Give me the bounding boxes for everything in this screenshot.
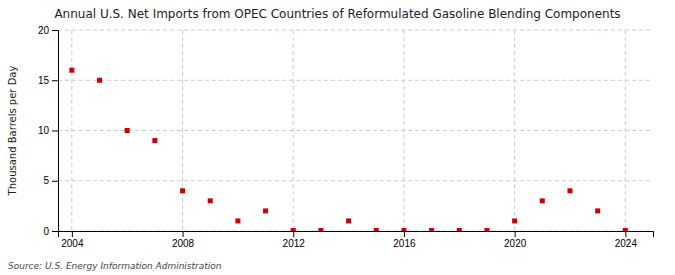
tick-label: 2008 (172, 238, 195, 249)
point (125, 128, 130, 133)
x-axis: 2004 2008 2012 2016 2020 2024 (59, 231, 654, 249)
y-grid-line (58, 130, 653, 131)
tick-mark (52, 231, 58, 232)
title: Annual U.S. Net Imports from OPEC Countr… (54, 7, 620, 21)
tick-mark (52, 80, 58, 81)
point (235, 218, 240, 223)
tick-label: 2004 (61, 238, 84, 249)
point (623, 228, 628, 231)
y-grid-line (58, 80, 653, 81)
tick-mark (52, 131, 58, 132)
point (180, 188, 185, 193)
x-grid-line (71, 30, 72, 231)
axis-line (52, 31, 59, 232)
point (291, 228, 296, 231)
tick-label: 2012 (283, 238, 306, 249)
tick-label: 2024 (615, 238, 638, 249)
tick-mark (52, 30, 58, 31)
point (263, 208, 268, 213)
point (540, 198, 545, 203)
plot: 2004 2008 2012 2016 2020 2024 0 5 10 15 20 (38, 25, 654, 249)
y-axis: 0 5 10 15 20 (38, 25, 59, 237)
point (208, 198, 213, 203)
x-grid-line (403, 30, 404, 231)
axis-line (59, 232, 654, 238)
tick-label: 15 (38, 75, 50, 86)
point (429, 228, 434, 231)
tick-label: 2016 (393, 238, 416, 249)
tick: 2020 (504, 231, 527, 249)
y-grid-line (58, 30, 653, 31)
point (97, 78, 102, 83)
x-grid-line (625, 30, 626, 231)
tick-mark (515, 231, 516, 237)
tick-mark (183, 231, 184, 237)
tick-label: 10 (38, 125, 50, 136)
tick: 15 (38, 75, 58, 86)
x-grid-line (182, 30, 183, 231)
tick: 2008 (172, 231, 195, 249)
tick: 10 (38, 125, 58, 136)
point (484, 228, 489, 231)
chart: 2004 2008 2012 2016 2020 2024 0 5 10 15 20 Annual U… (0, 0, 675, 275)
tick-mark (52, 181, 58, 182)
x-grid-line (514, 30, 515, 231)
point (567, 188, 572, 193)
tick-label: 2020 (504, 238, 527, 249)
tick: 5 (43, 175, 58, 186)
tick: 0 (43, 226, 58, 237)
tick: 2024 (615, 231, 638, 249)
point (346, 218, 351, 223)
point (374, 228, 379, 231)
tick-mark (72, 231, 73, 237)
tick: 2004 (61, 231, 84, 249)
tick: 2016 (393, 231, 416, 249)
point (69, 68, 74, 73)
tick-label: 5 (43, 175, 49, 186)
points (69, 68, 627, 231)
point (512, 218, 517, 223)
point (595, 208, 600, 213)
tick-label: 20 (38, 25, 50, 36)
point (401, 228, 406, 231)
tick: 2012 (283, 231, 306, 249)
tick-mark (404, 231, 405, 237)
grid (58, 30, 653, 231)
tick-mark (293, 231, 294, 237)
point (152, 138, 157, 143)
point (318, 228, 323, 231)
source-note: Source: U.S. Energy Information Administ… (8, 261, 222, 271)
y-axis-title: Thousand Barrels per Day (7, 66, 18, 197)
tick-label: 0 (43, 226, 49, 237)
x-grid-line (293, 30, 294, 231)
y-grid-line (58, 180, 653, 181)
tick-mark (625, 231, 626, 237)
tick: 20 (38, 25, 58, 36)
point (457, 228, 462, 231)
